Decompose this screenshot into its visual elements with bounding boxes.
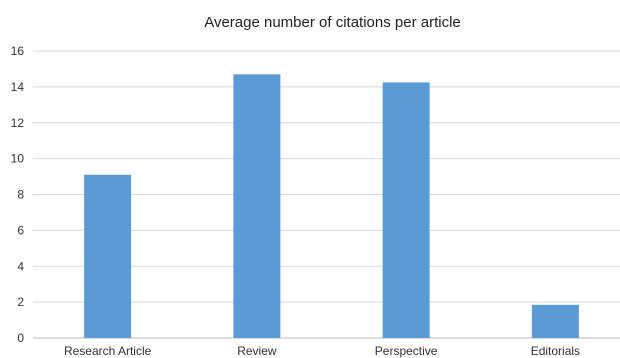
x-category-label: Editorials [531,344,580,358]
bar-research-article [84,174,132,338]
y-tick-label: 12 [11,116,25,130]
bar-review [233,74,281,338]
y-tick-label: 6 [17,223,24,237]
bar-perspective [382,82,430,338]
y-axis-ticks: 0 2 4 6 8 10 12 14 16 [11,44,25,345]
y-tick-label: 16 [11,44,25,58]
bar-editorials [531,304,579,338]
x-category-label: Review [237,344,277,358]
y-tick-label: 4 [17,259,24,273]
y-tick-label: 8 [17,188,24,202]
bars [84,74,579,338]
y-tick-label: 14 [11,80,25,94]
gridlines [33,50,620,339]
y-tick-label: 0 [17,331,24,345]
x-category-label: Research Article [64,344,152,358]
chart-title: Average number of citations per article [204,14,461,31]
x-axis-categories: Research Article Review Perspective Editori… [64,344,580,358]
y-tick-label: 2 [17,295,24,309]
x-category-label: Perspective [375,344,438,358]
y-tick-label: 10 [11,152,25,166]
